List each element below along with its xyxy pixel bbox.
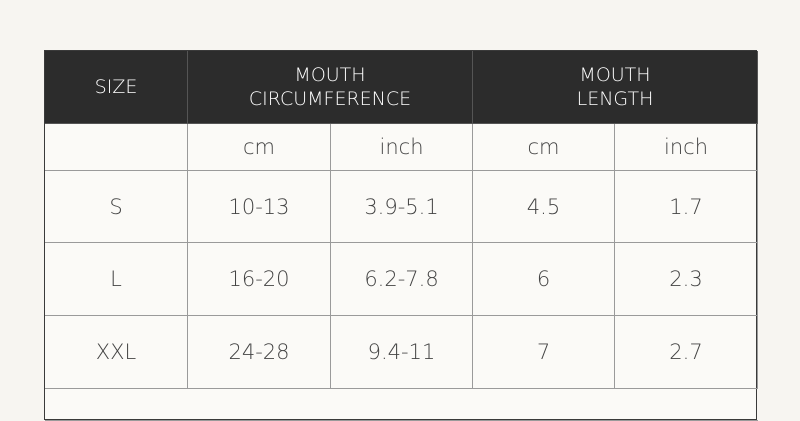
table-cell: 6.2-7.8 (331, 243, 473, 316)
table-cell: 6 (473, 243, 615, 316)
unit-cell: inch (331, 124, 473, 171)
table-cell: 3.9-5.1 (331, 171, 473, 243)
header-text: SIZE (94, 76, 138, 98)
unit-cell: cm (473, 124, 615, 171)
cell-text: XXL (95, 340, 137, 364)
cell-text: 6 (536, 267, 551, 291)
table-cell: 4.5 (473, 171, 615, 243)
page: {"table": { "header": [ {"lines": ["SIZE… (44, 50, 758, 421)
cell-text: 4.5 (526, 194, 561, 219)
cell-text: S (109, 194, 123, 219)
header-text: CIRCUMFERENCE (248, 88, 412, 110)
header-cell: MOUTH CIRCUMFERENCE (188, 51, 473, 124)
table-cell: 2.7 (615, 316, 758, 389)
cell-text: 10-13 (228, 194, 290, 219)
cell-text: 24-28 (228, 340, 290, 364)
size-table: SIZE MOUTH CIRCUMFERENCE MOUTH LENGTH cm inch c… (44, 50, 758, 421)
table-cell: 10-13 (188, 171, 331, 243)
unit-cell: inch (615, 124, 758, 171)
unit-cell: cm (188, 124, 331, 171)
table-cell: L (45, 243, 188, 316)
table-cell: S (45, 171, 188, 243)
cell-text: 1.7 (669, 194, 703, 219)
cell-text: 16-20 (228, 267, 290, 291)
header-cell: SIZE (45, 51, 188, 124)
unit-text: inch (379, 135, 424, 159)
cell-text: 3.9-5.1 (364, 194, 439, 219)
table-cell: 16-20 (188, 243, 331, 316)
cell-text: 2.3 (669, 267, 703, 291)
table-cell: 1.7 (615, 171, 758, 243)
empty-row (45, 389, 758, 421)
unit-text: cm (242, 135, 275, 159)
cell-text: 9.4-11 (367, 340, 436, 364)
table-cell: XXL (45, 316, 188, 389)
cell-text: 6.2-7.8 (364, 267, 439, 291)
header-text: MOUTH (294, 64, 366, 86)
unit-text: inch (664, 135, 708, 159)
table-cell: 7 (473, 316, 615, 389)
cell-text: 2.7 (669, 340, 703, 364)
table-cell: 2.3 (615, 243, 758, 316)
header-text: LENGTH (576, 88, 654, 110)
cell-text: L (110, 267, 122, 291)
table-cell: 24-28 (188, 316, 331, 389)
unit-text: cm (527, 135, 560, 159)
unit-cell (45, 124, 188, 171)
header-cell: MOUTH LENGTH (473, 51, 758, 124)
table-cell: 9.4-11 (331, 316, 473, 389)
header-text: MOUTH (579, 64, 651, 86)
cell-text: 7 (536, 340, 551, 364)
